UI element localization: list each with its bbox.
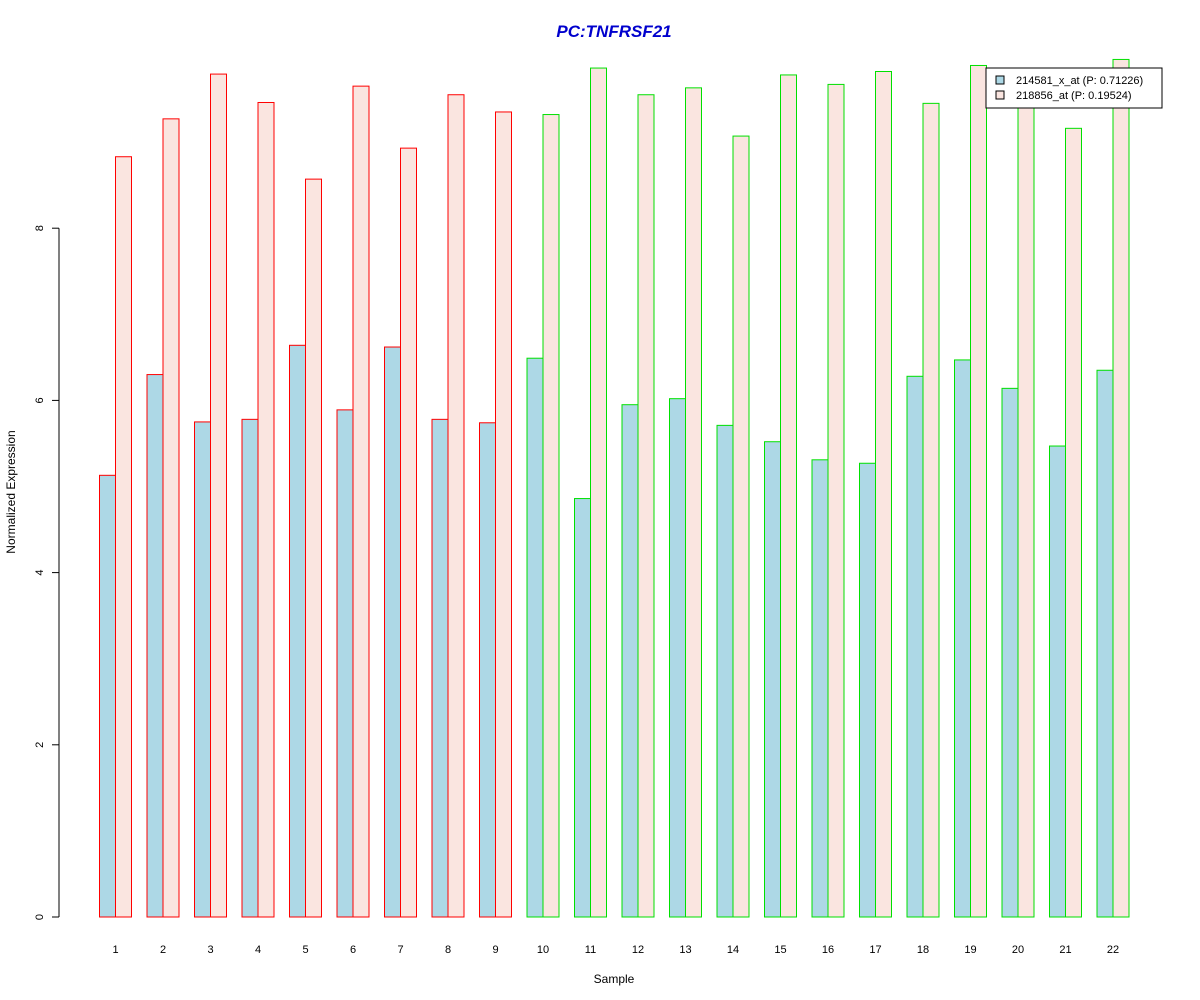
x-tick-label: 7 xyxy=(397,944,403,956)
legend-entry-label: 218856_at (P: 0.19524) xyxy=(1016,90,1132,102)
x-tick-label: 8 xyxy=(445,944,451,956)
bar-s1-sample-6 xyxy=(336,409,354,918)
bar-s1-sample-21 xyxy=(1049,445,1066,918)
bar-s1-sample-10 xyxy=(526,357,544,918)
x-tick-label: 5 xyxy=(302,944,308,956)
x-tick-label: 15 xyxy=(774,944,786,956)
bar-s1-sample-16 xyxy=(811,459,829,918)
bar-s2-sample-17 xyxy=(875,70,892,918)
bar-s1-sample-19 xyxy=(954,359,971,918)
bar-s1-sample-22 xyxy=(1096,369,1114,918)
bar-s1-sample-1 xyxy=(99,474,116,918)
bar-s2-sample-9 xyxy=(495,111,512,918)
bar-s1-sample-14 xyxy=(716,424,734,918)
bar-s1-sample-13 xyxy=(669,398,686,918)
x-tick-label: 16 xyxy=(822,944,834,956)
x-axis-label: Sample xyxy=(594,972,635,986)
y-axis: 0 2 4 6 8 xyxy=(34,225,60,920)
bar-s2-sample-13 xyxy=(685,87,702,918)
bar-s1-sample-9 xyxy=(479,422,496,918)
bar-s2-sample-18 xyxy=(922,102,940,918)
bar-s2-sample-3 xyxy=(210,73,227,918)
bar-s1-sample-4 xyxy=(241,418,259,918)
legend: 214581_x_at (P: 0.71226) 218856_at (P: 0.… xyxy=(985,67,1163,109)
x-tick-label: 13 xyxy=(679,944,691,956)
x-tick-label: 20 xyxy=(1012,944,1024,956)
bar-s2-sample-20 xyxy=(1017,100,1035,918)
bar-s1-sample-18 xyxy=(906,375,924,918)
bar-s1-sample-15 xyxy=(764,441,781,918)
bar-s1-sample-2 xyxy=(146,374,164,918)
legend-swatch xyxy=(995,90,1005,100)
bar-s2-sample-5 xyxy=(305,178,322,918)
bar-s2-sample-14 xyxy=(732,135,750,918)
x-tick-label: 12 xyxy=(632,944,644,956)
bars-layer xyxy=(99,58,1130,918)
bar-s2-sample-12 xyxy=(637,94,655,918)
bar-s2-sample-16 xyxy=(827,83,845,918)
y-tick-label: 0 xyxy=(34,914,46,920)
bar-s2-sample-2 xyxy=(162,118,180,918)
x-tick-labels: 1 2 3 4 5 6 7 8 9 10 11 12 13 14 15 16 17 18 19 20 21 22 xyxy=(112,944,1119,956)
y-axis-label: Normalized Expression xyxy=(4,430,18,553)
x-tick-label: 9 xyxy=(492,944,498,956)
bar-s1-sample-3 xyxy=(194,421,211,918)
x-tick-label: 10 xyxy=(537,944,549,956)
y-tick-label: 6 xyxy=(34,397,46,403)
x-tick-label: 21 xyxy=(1059,944,1071,956)
bar-s2-sample-21 xyxy=(1065,127,1082,918)
x-tick-label: 1 xyxy=(112,944,118,956)
chart-title: PC:TNFRSF21 xyxy=(556,22,671,41)
x-tick-label: 2 xyxy=(160,944,166,956)
bar-s1-sample-12 xyxy=(621,404,639,918)
bar-s2-sample-10 xyxy=(542,114,560,918)
y-tick-label: 8 xyxy=(34,225,46,231)
x-tick-label: 19 xyxy=(964,944,976,956)
bar-s1-sample-17 xyxy=(859,462,876,918)
bar-s2-sample-11 xyxy=(590,67,607,918)
bar-s1-sample-7 xyxy=(384,346,401,918)
x-tick-label: 3 xyxy=(207,944,213,956)
bar-s1-sample-8 xyxy=(431,418,449,918)
x-tick-label: 11 xyxy=(585,944,596,956)
x-tick-label: 22 xyxy=(1107,944,1119,956)
bar-s2-sample-19 xyxy=(970,64,987,918)
bar-s2-sample-7 xyxy=(400,147,417,918)
y-tick-label: 2 xyxy=(34,742,46,748)
bar-s2-sample-1 xyxy=(115,156,132,918)
bar-s2-sample-8 xyxy=(447,94,465,918)
x-tick-label: 17 xyxy=(869,944,881,956)
legend-box xyxy=(985,67,1163,109)
bar-s1-sample-20 xyxy=(1001,387,1019,918)
bar-s1-sample-11 xyxy=(574,498,591,918)
x-tick-label: 4 xyxy=(255,944,261,956)
bar-s2-sample-22 xyxy=(1112,58,1130,918)
x-tick-label: 18 xyxy=(917,944,929,956)
legend-entry-label: 214581_x_at (P: 0.71226) xyxy=(1016,75,1143,87)
legend-swatch xyxy=(995,75,1005,85)
x-tick-label: 6 xyxy=(350,944,356,956)
bar-s2-sample-4 xyxy=(257,101,275,918)
bar-s2-sample-15 xyxy=(780,74,797,918)
y-tick-label: 4 xyxy=(34,570,46,576)
x-tick-label: 14 xyxy=(727,944,739,956)
bar-s2-sample-6 xyxy=(352,85,370,918)
bar-s1-sample-5 xyxy=(289,344,306,918)
